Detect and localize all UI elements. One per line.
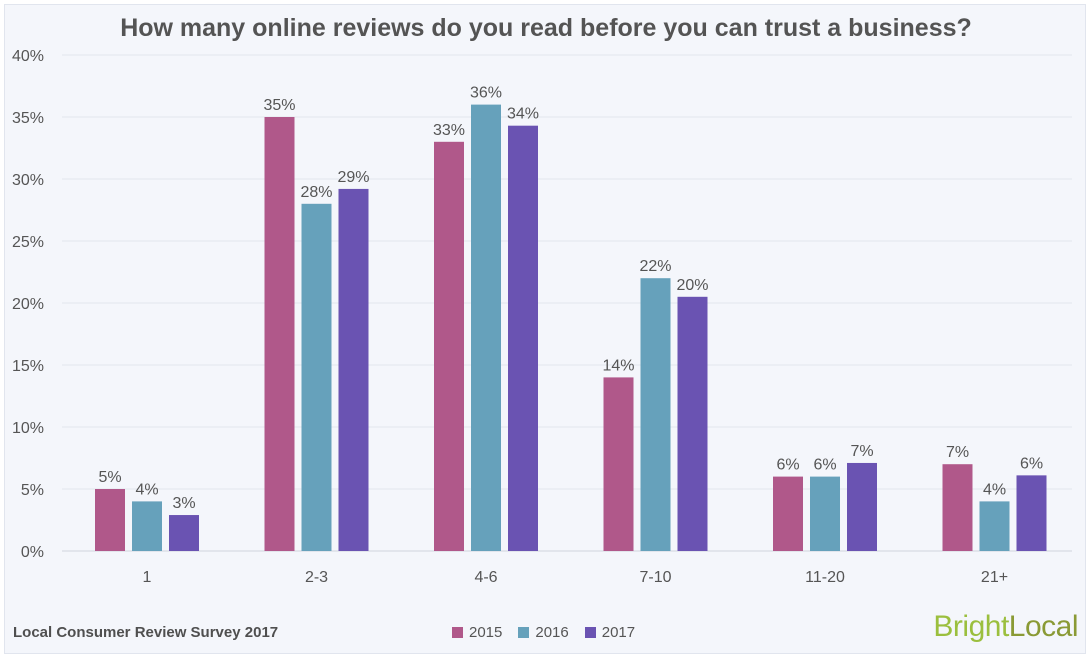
- y-axis-ticks: 0% 5% 10% 15% 20% 25% 30% 35% 40%: [12, 48, 44, 561]
- bar-2017-2-3: [338, 188, 369, 552]
- y-tick-label: 40%: [12, 48, 44, 65]
- chart-title: How many online reviews do you read befo…: [120, 14, 972, 42]
- legend-swatch-2015: [452, 627, 463, 638]
- bar-2015-11-20: [773, 476, 803, 551]
- logo-text-bright: Bright: [933, 610, 1009, 643]
- data-label: 5%: [98, 469, 121, 486]
- legend-label-2016: 2016: [535, 624, 569, 641]
- bar-chart: 0% 5% 10% 15% 20% 25% 30% 35% 40% 5% 4% 3% 35% 28% 29…: [12, 48, 1072, 586]
- data-label: 22%: [639, 258, 671, 275]
- bar-2016-2-3: [301, 203, 332, 552]
- data-label: 20%: [676, 277, 708, 294]
- data-label: 4%: [135, 481, 158, 498]
- bar-2016-1: [132, 501, 162, 551]
- legend-swatch-2016: [518, 627, 530, 638]
- data-label: 14%: [602, 357, 634, 374]
- legend-item-2017: 2017: [584, 624, 636, 641]
- bar-2015-4-6: [434, 141, 464, 552]
- bar-2017-21+: [1016, 475, 1047, 551]
- survey-source: Local Consumer Review Survey 2017: [13, 624, 279, 641]
- y-tick-label: 5%: [21, 482, 44, 499]
- x-tick-label: 1: [143, 569, 152, 586]
- logo-text-local: Local: [1008, 610, 1079, 643]
- x-tick-label: 11-20: [805, 569, 845, 586]
- y-tick-label: 25%: [12, 234, 44, 251]
- y-tick-label: 10%: [12, 420, 44, 437]
- data-label: 4%: [983, 481, 1006, 498]
- x-tick-label: 7-10: [639, 569, 671, 586]
- legend-label-2017: 2017: [601, 624, 636, 641]
- bar-2016-21+: [979, 501, 1010, 551]
- data-label: 33%: [433, 122, 465, 139]
- bar-2017-4-6: [508, 125, 538, 552]
- brightlocal-logo: BrightLocal: [933, 610, 1078, 644]
- data-label: 6%: [1020, 455, 1043, 472]
- bars: [95, 104, 1047, 552]
- bar-2015-1: [95, 489, 125, 551]
- bar-2015-21+: [942, 464, 973, 551]
- bar-2016-7-10: [640, 278, 671, 551]
- y-tick-label: 20%: [12, 296, 44, 313]
- bar-2015-2-3: [264, 117, 295, 551]
- legend: 2015 2016 2017: [452, 624, 635, 641]
- legend-item-2015: 2015: [452, 624, 502, 641]
- y-tick-label: 35%: [12, 110, 44, 127]
- y-tick-label: 0%: [21, 544, 44, 561]
- bar-2016-11-20: [810, 476, 840, 551]
- bar-2017-1: [169, 515, 199, 551]
- bar-2015-7-10: [603, 377, 634, 551]
- bar-2017-7-10: [677, 296, 708, 551]
- grid-lines: [62, 54, 1072, 552]
- x-tick-label: 2-3: [305, 569, 328, 586]
- y-tick-label: 15%: [12, 358, 44, 375]
- data-label: 36%: [470, 85, 502, 102]
- x-axis-ticks: 1 2-3 4-6 7-10 11-20 21+: [143, 569, 1009, 586]
- data-label: 29%: [337, 169, 369, 186]
- data-labels: 5% 4% 3% 35% 28% 29% 33% 36% 34% 14% 22% 20% 6% 6% 7% 7…: [98, 85, 1043, 512]
- legend-item-2016: 2016: [518, 624, 569, 641]
- data-label: 35%: [263, 97, 295, 114]
- data-label: 7%: [946, 444, 969, 461]
- y-tick-label: 30%: [12, 172, 44, 189]
- data-label: 3%: [172, 495, 195, 512]
- legend-swatch-2017: [584, 627, 596, 638]
- data-label: 28%: [300, 184, 332, 201]
- bar-2017-11-20: [847, 462, 877, 551]
- data-label: 6%: [776, 457, 799, 474]
- x-tick-label: 21+: [981, 569, 1008, 586]
- data-label: 7%: [850, 443, 873, 460]
- x-tick-label: 4-6: [474, 569, 497, 586]
- data-label: 6%: [813, 457, 836, 474]
- legend-label-2015: 2015: [469, 624, 503, 641]
- bar-2016-4-6: [471, 104, 501, 551]
- data-label: 34%: [507, 106, 539, 123]
